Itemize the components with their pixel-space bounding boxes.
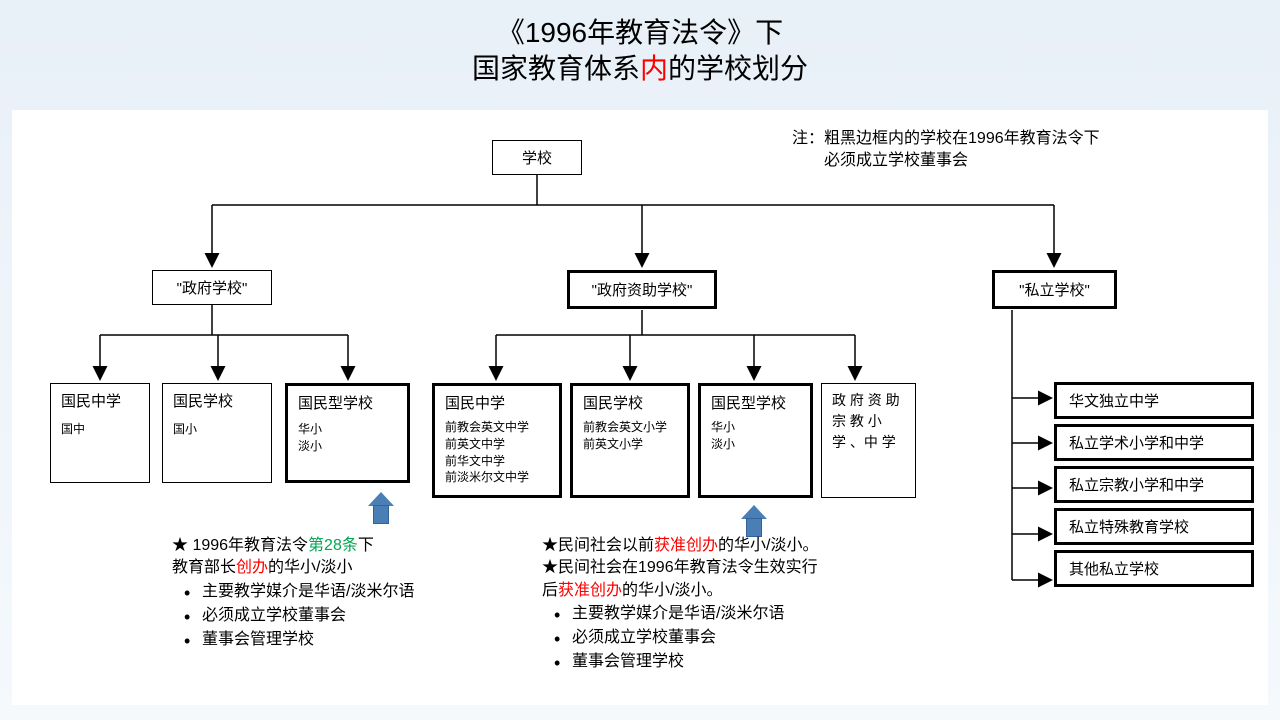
diagram-container: 注：粗黑边框内的学校在1996年教育法令下 注：必须成立学校董事会 学校 "政府… <box>12 110 1268 705</box>
node-gov-type: 国民型学校 华小 淡小 <box>285 383 410 483</box>
private-p2: 私立学术小学和中学 <box>1054 424 1254 461</box>
node-aided-zhong: 国民中学 前教会英文中学 前英文中学 前华文中学 前淡米尔文中学 <box>432 383 562 498</box>
node-private-school: "私立学校" <box>992 270 1117 309</box>
page-title: 《1996年教育法令》下 国家教育体系内的学校划分 <box>0 0 1280 88</box>
node-aided-type: 国民型学校 华小 淡小 <box>698 383 813 498</box>
note-prefix: 注： <box>792 130 824 147</box>
private-p5: 其他私立学校 <box>1054 550 1254 587</box>
private-list: 华文独立中学 私立学术小学和中学 私立宗教小学和中学 私立特殊教育学校 其他私立… <box>1054 382 1254 592</box>
note-l2: 必须成立学校董事会 <box>824 152 968 169</box>
title-line2-pre: 国家教育体系 <box>472 53 640 84</box>
node-gov-zhong: 国民中学 国中 <box>50 383 150 483</box>
arrow-up-icon <box>368 492 394 522</box>
title-line2-red: 内 <box>640 53 668 84</box>
private-p4: 私立特殊教育学校 <box>1054 508 1254 545</box>
node-aided-xiao: 国民学校 前教会英文小学 前英文小学 <box>570 383 690 498</box>
node-root: 学校 <box>492 140 582 175</box>
node-aided-religious: 政 府 资 助 宗 教 小 学 、中 学 <box>821 383 916 498</box>
arrow-up-icon <box>741 505 767 535</box>
title-line2-post: 的学校划分 <box>668 53 808 84</box>
private-p3: 私立宗教小学和中学 <box>1054 466 1254 503</box>
footnote-right: ★民间社会以前获准创办的华小/淡小。 ★民间社会在1996年教育法令生效实行 后… <box>542 535 942 674</box>
note-l1: 粗黑边框内的学校在1996年教育法令下 <box>824 130 1100 147</box>
private-p1: 华文独立中学 <box>1054 382 1254 419</box>
node-gov-xiao: 国民学校 国小 <box>162 383 272 483</box>
footnote-left: ★ 1996年教育法令第28条下 教育部长创办的华小/淡小 主要教学媒介是华语/… <box>172 535 532 652</box>
note-text: 注：粗黑边框内的学校在1996年教育法令下 注：必须成立学校董事会 <box>792 128 1232 173</box>
node-aided-school: "政府资助学校" <box>567 270 717 309</box>
node-gov-school: "政府学校" <box>152 270 272 305</box>
title-line1: 《1996年教育法令》下 <box>497 17 783 48</box>
